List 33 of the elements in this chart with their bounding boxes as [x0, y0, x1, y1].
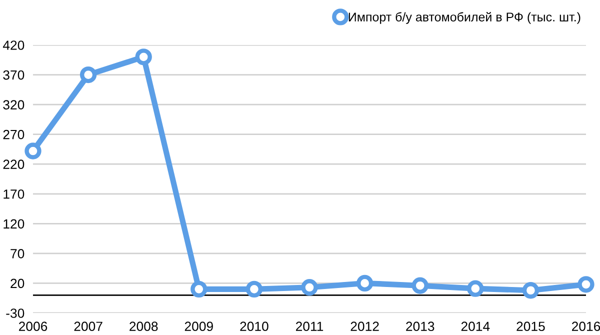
- x-tick-label: 2012: [350, 322, 379, 332]
- x-tick-label: 2009: [184, 322, 213, 332]
- y-tick-label: 70: [10, 249, 24, 258]
- point: [467, 280, 484, 297]
- y-tick-label: 120: [4, 219, 24, 229]
- x-tick-label: 2008: [130, 322, 158, 332]
- x-tick-label: 2007: [74, 322, 102, 332]
- y-tick-label: 320: [3, 100, 24, 110]
- y-tick-label: 220: [3, 160, 24, 170]
- x-tick-label: 2015: [516, 322, 545, 332]
- y-tick-label: 20: [10, 278, 24, 288]
- y-tick-label: 420: [2, 40, 24, 50]
- x-tick-label: 2011: [296, 322, 324, 332]
- point: [356, 274, 374, 292]
- point: [522, 282, 540, 299]
- point: [578, 276, 594, 293]
- point: [190, 280, 208, 298]
- point: [301, 279, 318, 296]
- point: [412, 277, 428, 294]
- y-tick-label: 170: [4, 189, 24, 199]
- x-tick-label: 2006: [18, 322, 48, 332]
- y-tick-label: 370: [3, 70, 24, 80]
- y-tick-label: -30: [6, 308, 24, 318]
- x-tick-label: 2013: [406, 322, 434, 332]
- y-tick-label: 270: [3, 130, 24, 140]
- legend-label: Импорт б/у автомобилей в РФ (тыс. шт.): [348, 12, 580, 24]
- point: [135, 48, 152, 66]
- point: [80, 66, 97, 84]
- x-tick-label: 2016: [572, 322, 600, 332]
- point: [246, 280, 263, 298]
- x-tick-label: 2014: [461, 322, 490, 332]
- x-tick-label: 2010: [240, 322, 268, 332]
- point: [24, 142, 42, 160]
